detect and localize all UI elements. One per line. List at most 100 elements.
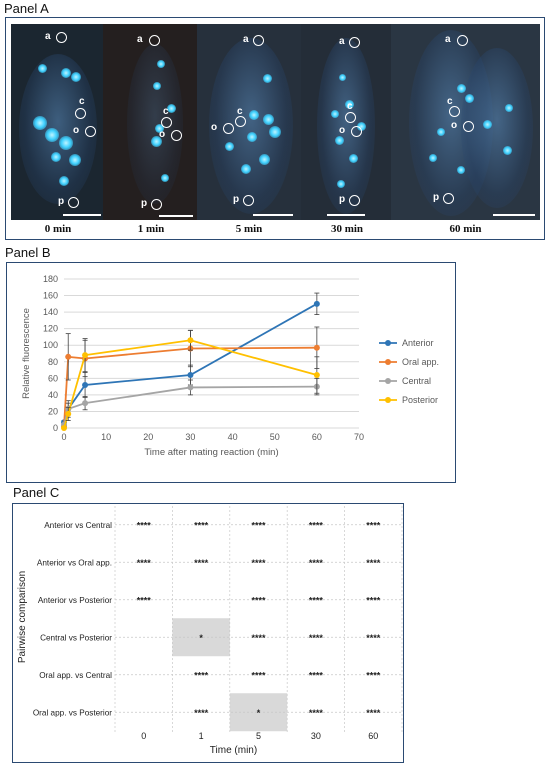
fluorescent-spot [71, 72, 81, 82]
region-ring-c [449, 106, 460, 117]
x-tick-label: 60 [312, 432, 322, 442]
fluorescent-spot [429, 154, 437, 162]
fluorescent-spot [457, 166, 465, 174]
panel-b-title: Panel B [5, 245, 51, 260]
significance-mark: **** [137, 595, 152, 605]
significance-mark: **** [366, 670, 381, 680]
fluorescent-spot [61, 68, 71, 78]
panel-a-title: Panel A [4, 1, 49, 16]
x-axis-label: Time after mating reaction (min) [144, 447, 278, 458]
x-axis-label: Time (min) [210, 745, 257, 756]
region-ring-a [56, 32, 67, 43]
legend-label: Central [402, 376, 431, 386]
region-ring-o [223, 123, 234, 134]
fluorescent-spot [167, 104, 176, 113]
y-tick-label: 40 [48, 390, 58, 400]
region-ring-o [463, 121, 474, 132]
fluorescent-spot [69, 154, 81, 166]
fluorescent-spot [155, 124, 164, 133]
row-label: Anterior vs Posterior [38, 596, 112, 605]
label-c: c [163, 106, 169, 117]
x-tick-label: 10 [101, 432, 111, 442]
fluorescent-spot [457, 84, 466, 93]
scale-bar [159, 215, 193, 217]
x-tick-label: 40 [228, 432, 238, 442]
y-tick-label: 100 [43, 340, 58, 350]
fluorescent-spot [465, 94, 474, 103]
column-label: 5 [256, 731, 261, 741]
y-tick-label: 160 [43, 291, 58, 301]
fluorescent-spot [263, 74, 272, 83]
legend-label: Posterior [402, 395, 438, 405]
region-ring-p [349, 195, 360, 206]
significance-mark: **** [366, 595, 381, 605]
label-o: o [159, 129, 166, 140]
fluorescent-spot [241, 164, 251, 174]
row-label: Oral app. vs Central [39, 671, 112, 680]
fluorescent-spot [331, 110, 339, 118]
region-ring-c [75, 108, 86, 119]
region-ring-p [68, 197, 79, 208]
legend-swatch-marker [385, 378, 391, 384]
y-tick-label: 60 [48, 373, 58, 383]
region-ring-o [171, 130, 182, 141]
fluorescent-spot [503, 146, 512, 155]
fluorescent-spot [505, 104, 513, 112]
label-c: c [447, 96, 453, 107]
column-label: 60 [368, 731, 378, 741]
fluorescent-spot [225, 142, 234, 151]
micrograph-1min: a c o p [103, 24, 199, 220]
fluorescent-spot [349, 154, 358, 163]
data-point [65, 353, 72, 360]
data-point [61, 425, 67, 431]
y-axis-label: Pairwise comparison [17, 571, 28, 663]
fluorescent-spot [59, 176, 69, 186]
fluorescent-spot [337, 180, 345, 188]
legend-label: Oral app. [402, 357, 439, 367]
data-point [313, 300, 320, 307]
time-label-30min: 30 min [330, 223, 364, 235]
label-p: p [339, 194, 346, 205]
significance-mark: **** [366, 633, 381, 643]
panel-b-frame: 0 20 40 60 80 100 120 140 160 180 0 10 20 30 40 50 60 70 T… [6, 262, 456, 483]
x-tick-label: 0 [61, 432, 66, 442]
fluorescent-spot [269, 126, 281, 138]
fluorescent-spot [38, 64, 47, 73]
region-ring-a [149, 35, 160, 46]
label-o: o [211, 122, 218, 133]
x-tick-label: 20 [143, 432, 153, 442]
significance-mark: **** [137, 520, 152, 530]
micrograph-30min: a c o p [301, 24, 393, 220]
label-p: p [141, 198, 148, 209]
label-c: c [237, 106, 243, 117]
x-tick-label: 70 [354, 432, 364, 442]
row-label: Anterior vs Oral app. [37, 558, 112, 567]
significance-mark: **** [366, 708, 381, 718]
legend-swatch-marker [385, 397, 391, 403]
significance-mark: **** [251, 558, 266, 568]
cell-body [127, 44, 183, 204]
column-label: 0 [141, 731, 146, 741]
fluorescent-spot [437, 128, 445, 136]
micrograph-60min: a c o p [391, 24, 540, 220]
line-chart: 0 20 40 60 80 100 120 140 160 180 0 10 20 30 40 50 60 70 T… [21, 274, 439, 458]
fluorescent-spot [157, 60, 165, 68]
legend-swatch-marker [385, 340, 391, 346]
cell-body [19, 54, 97, 204]
label-c: c [79, 96, 85, 107]
data-point [65, 410, 72, 417]
region-ring-p [243, 195, 254, 206]
significance-mark: **** [309, 633, 324, 643]
fluorescent-spot [357, 122, 366, 131]
significance-mark: **** [251, 595, 266, 605]
time-label-1min: 1 min [137, 223, 165, 235]
data-point [313, 344, 320, 351]
fluorescent-spot [335, 136, 344, 145]
y-axis-label: Relative fluorescence [21, 308, 32, 399]
fluorescent-spot [51, 152, 61, 162]
data-point [82, 352, 89, 359]
significance-mark: **** [251, 670, 266, 680]
row-label: Central vs Posterior [40, 633, 112, 642]
panel-a-frame: a c o p a c o p a [5, 17, 545, 240]
micrograph-5min: a c o p [197, 24, 301, 220]
